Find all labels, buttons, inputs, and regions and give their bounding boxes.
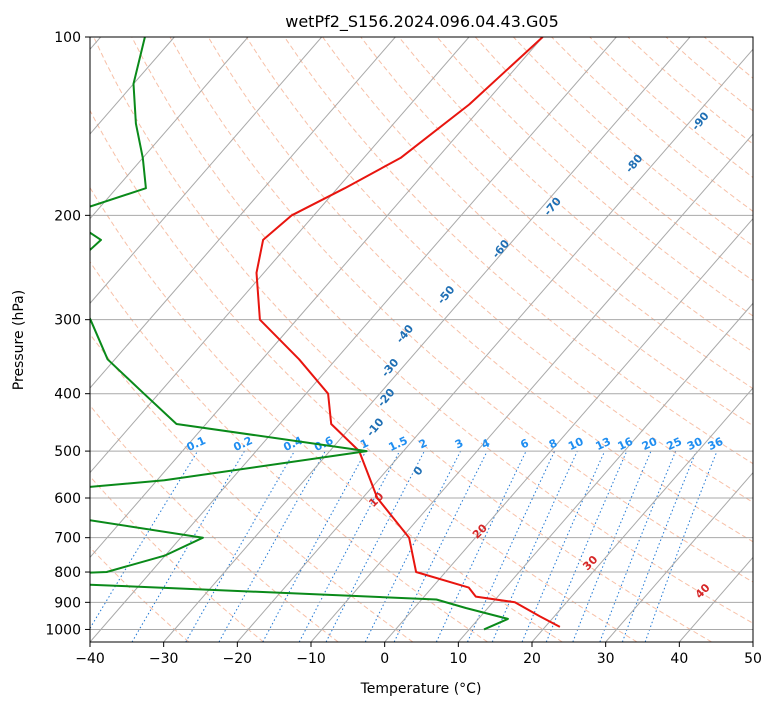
x-tick-label: −20 bbox=[223, 651, 253, 667]
y-tick-label: 300 bbox=[54, 313, 81, 329]
mixing-ratio-line bbox=[218, 450, 326, 642]
moist-adiabat-label: -80 bbox=[623, 152, 646, 176]
y-tick-label: 1000 bbox=[45, 622, 81, 638]
isotherm-line bbox=[752, 641, 753, 642]
x-tick-label: 0 bbox=[380, 651, 389, 667]
isotherm-line bbox=[310, 133, 753, 642]
y-tick-label: 500 bbox=[54, 444, 81, 460]
mixing-ratio-label: 3 bbox=[453, 436, 465, 451]
dry-adiabat-line bbox=[703, 37, 753, 79]
mixing-ratio-label: 25 bbox=[665, 435, 684, 453]
moist-adiabat-label: 0 bbox=[411, 464, 426, 478]
dry-adiabat-line bbox=[169, 37, 753, 583]
mixing-ratio-line bbox=[435, 450, 527, 642]
dewpoint-profile-line bbox=[90, 37, 509, 631]
isotherm-line bbox=[90, 37, 323, 305]
line-labels: 0.1 0.2 0.4 0.6 1 1.5 2 3 4 6 8 10 13 16 20 25 30 3610203… bbox=[185, 109, 726, 601]
isotherm-line bbox=[90, 37, 249, 220]
x-axis-label: Temperature (°C) bbox=[360, 681, 482, 697]
x-axis: −40 −30 −20 −10 0 10 20 30 40 50 bbox=[75, 642, 762, 667]
dry-adiabat-line bbox=[513, 37, 753, 247]
x-tick-label: −30 bbox=[149, 651, 179, 667]
mixing-ratio-line bbox=[90, 450, 199, 630]
dry-adiabat-line bbox=[436, 37, 753, 317]
moist-adiabat-label: -70 bbox=[541, 195, 564, 219]
isotherm-line bbox=[90, 37, 396, 389]
mixing-ratio-line bbox=[521, 450, 606, 642]
dry-adiabat-line bbox=[245, 37, 753, 503]
mixing-ratio-label: 30 bbox=[685, 435, 705, 453]
isotherm-line bbox=[457, 302, 753, 642]
plot-grid bbox=[90, 37, 753, 642]
x-tick-label: 30 bbox=[597, 651, 615, 667]
moist-adiabat-label: -10 bbox=[364, 415, 387, 439]
y-tick-label: 100 bbox=[54, 30, 81, 46]
plot-frame bbox=[89, 36, 754, 643]
mixing-ratio-line bbox=[572, 450, 652, 642]
x-tick-label: −40 bbox=[75, 651, 105, 667]
x-tick-label: 20 bbox=[523, 651, 541, 667]
isotherm-line bbox=[163, 37, 691, 642]
x-tick-label: −10 bbox=[296, 651, 326, 667]
mixing-ratio-label: 2 bbox=[417, 436, 429, 451]
dry-adiabat-label: 30 bbox=[580, 553, 600, 573]
chart-title: wetPf2_S156.2024.096.04.43.G05 bbox=[285, 12, 559, 32]
mixing-ratio-label: 36 bbox=[706, 435, 726, 453]
mixing-ratio-label: 20 bbox=[640, 435, 660, 453]
y-axis: 100 200 300 400 500 600 700 800 900 1000 bbox=[45, 30, 90, 638]
mixing-ratio-line bbox=[545, 450, 628, 642]
dry-adiabat-line bbox=[90, 109, 638, 642]
mixing-ratio-label: 6 bbox=[518, 436, 531, 451]
moist-adiabat-label: -50 bbox=[435, 283, 458, 307]
mixing-ratio-label: 13 bbox=[594, 435, 613, 453]
y-axis-label: Pressure (hPa) bbox=[11, 290, 27, 390]
series-layer bbox=[90, 37, 561, 631]
dry-adiabat-line bbox=[360, 37, 753, 390]
temperature-profile-line bbox=[255, 37, 561, 628]
isotherm-line bbox=[236, 48, 753, 642]
isotherm-line bbox=[605, 471, 753, 642]
y-tick-label: 400 bbox=[54, 387, 81, 403]
moist-adiabat-label: -60 bbox=[490, 237, 513, 261]
moist-adiabat-label: -40 bbox=[393, 322, 416, 346]
isotherm-line bbox=[531, 387, 753, 642]
mixing-ratio-line bbox=[298, 450, 401, 642]
dry-adiabat-line bbox=[131, 37, 753, 624]
dry-adiabat-line bbox=[93, 37, 712, 642]
mixing-ratio-line bbox=[644, 450, 718, 642]
dry-adiabat-line bbox=[90, 404, 339, 642]
y-tick-label: 600 bbox=[54, 491, 81, 507]
background-lines bbox=[90, 37, 753, 642]
mixing-ratio-line bbox=[599, 450, 677, 642]
dry-adiabat-line bbox=[322, 37, 753, 427]
isotherm-line bbox=[90, 37, 617, 642]
y-tick-label: 700 bbox=[54, 531, 81, 547]
mixing-ratio-line bbox=[393, 450, 488, 642]
mixing-ratio-line bbox=[621, 450, 697, 642]
y-tick-label: 900 bbox=[54, 595, 81, 611]
moist-adiabat-label: -30 bbox=[379, 356, 402, 380]
dry-adiabat-line bbox=[665, 37, 753, 112]
x-tick-label: 50 bbox=[744, 651, 762, 667]
mixing-ratio-line bbox=[262, 450, 367, 642]
y-tick-label: 200 bbox=[54, 208, 81, 224]
mixing-ratio-label: 10 bbox=[566, 435, 586, 453]
dry-adiabat-line bbox=[551, 37, 753, 212]
y-tick-label: 800 bbox=[54, 565, 81, 581]
isotherm-line bbox=[384, 217, 753, 642]
mixing-ratio-line bbox=[364, 450, 462, 642]
isotherm-line bbox=[90, 37, 470, 474]
dry-adiabat-line bbox=[398, 37, 753, 353]
x-tick-label: 10 bbox=[449, 651, 467, 667]
mixing-ratio-label: 4 bbox=[480, 436, 493, 451]
mixing-ratio-label: 16 bbox=[616, 435, 636, 453]
dry-adiabat-line bbox=[589, 37, 753, 179]
x-tick-label: 40 bbox=[670, 651, 688, 667]
